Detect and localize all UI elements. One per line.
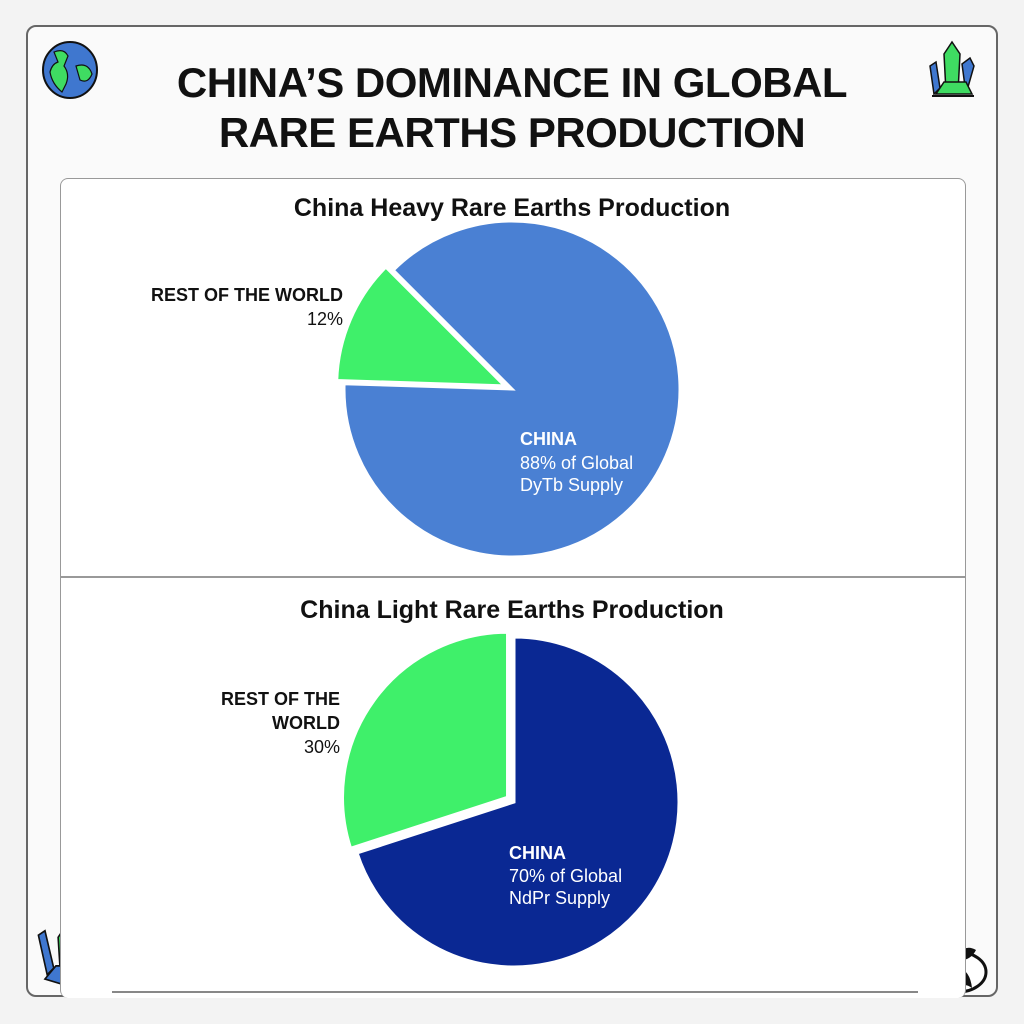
light-row-label-1: REST OF THE <box>220 689 340 709</box>
light-china-detail-2: NdPr Supply <box>509 888 611 908</box>
heavy-china-label: CHINA <box>520 429 577 449</box>
rest-of-world-slice <box>341 630 510 851</box>
chart-title-heavy: China Heavy Rare Earths Production <box>293 194 731 222</box>
light-china-detail-1: 70% of Global <box>509 866 623 886</box>
main-title: CHINA’S DOMINANCE IN GLOBAL RARE EARTHS … <box>0 58 1024 158</box>
crystal-icon <box>929 40 975 97</box>
light-row-label-2: WORLD <box>272 713 340 733</box>
heavy-china-detail-1: 88% of Global <box>520 453 634 473</box>
heavy-row-label: REST OF THE WORLD <box>151 285 343 305</box>
title-line-2: RARE EARTHS PRODUCTION <box>218 109 806 156</box>
rest-of-world-slice <box>335 264 509 388</box>
china-slice <box>355 635 681 969</box>
bottom-line <box>112 991 918 993</box>
pie-heavy <box>335 219 682 559</box>
chart-title-light: China Light Rare Earths Production <box>300 596 724 624</box>
china-slice <box>342 219 682 559</box>
heavy-row-value: 12% <box>306 309 343 329</box>
divider <box>60 576 966 578</box>
heavy-china-detail-2: DyTb Supply <box>520 475 624 495</box>
globe-icon <box>42 41 98 99</box>
light-china-label: CHINA <box>509 843 566 863</box>
light-row-value: 30% <box>303 737 340 757</box>
title-line-1: CHINA’S DOMINANCE IN GLOBAL <box>176 59 848 106</box>
pie-light <box>341 630 681 969</box>
